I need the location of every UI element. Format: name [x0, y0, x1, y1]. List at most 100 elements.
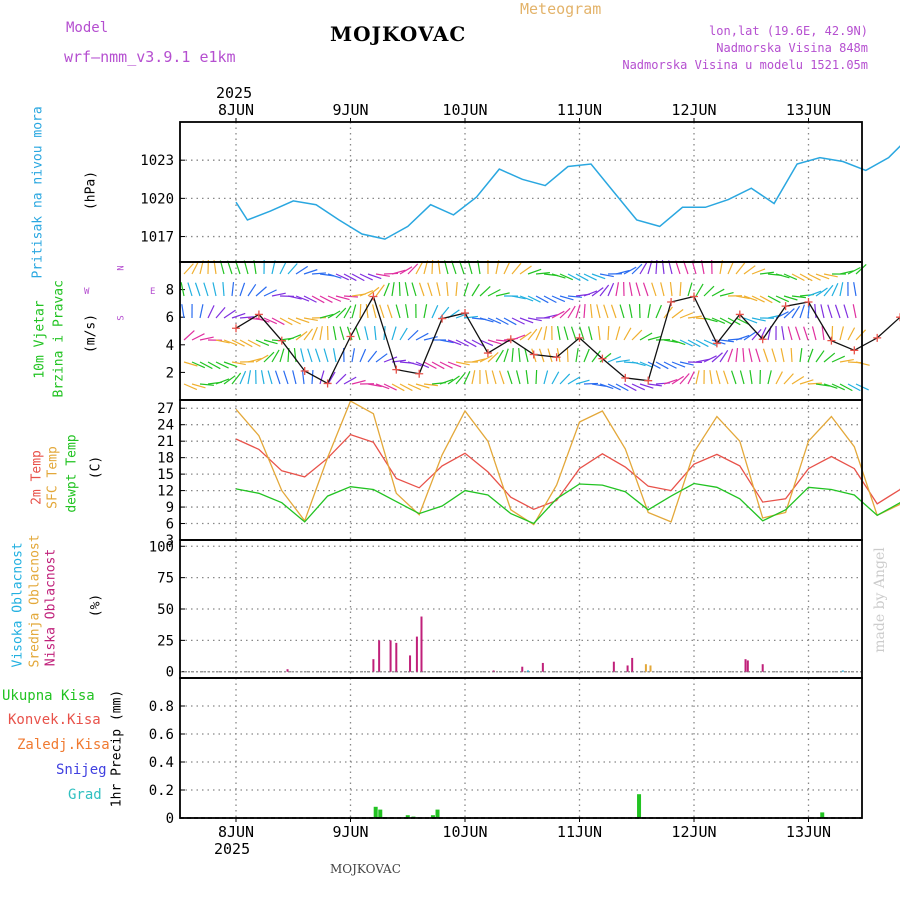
y-tick-label: 75	[157, 571, 174, 587]
wind-gust-marker	[483, 349, 492, 358]
wind-barb	[839, 383, 853, 392]
wind-barb	[727, 260, 735, 275]
wind-barb	[295, 317, 310, 324]
wind-barb	[471, 370, 476, 385]
wind-barb	[351, 348, 356, 363]
wind-barb	[703, 355, 717, 363]
wind-barb	[731, 370, 737, 385]
wind-barb	[212, 282, 217, 297]
wind-barb	[303, 328, 313, 341]
wind-barb	[843, 304, 849, 319]
wind-barb	[671, 309, 684, 319]
total-rain-label: Ukupna Kisa	[2, 688, 95, 704]
wind-barb	[567, 376, 581, 385]
low-cloud-bar	[521, 666, 524, 672]
wind-gust-marker	[598, 354, 607, 363]
wind-barb	[591, 383, 606, 387]
wind-barb	[551, 371, 560, 385]
y-tick-label: 9	[166, 500, 174, 516]
wind-barb	[199, 336, 214, 341]
wind-barb	[671, 375, 685, 385]
wind-barb	[623, 383, 637, 392]
wind-barb	[575, 304, 581, 319]
wind-barb	[427, 282, 433, 297]
wind-barb	[263, 289, 277, 297]
wind-barb	[187, 282, 193, 297]
wind-barb	[367, 350, 378, 363]
wind-barb	[687, 339, 701, 348]
wind-barb	[647, 304, 651, 319]
wind-barb	[775, 273, 790, 279]
wind-barb	[359, 303, 362, 319]
day-label-top: 8JUN	[218, 101, 254, 119]
wind-barb	[279, 261, 287, 275]
wind-barb	[596, 304, 601, 319]
wind-barb	[703, 285, 715, 297]
wind-barb	[398, 281, 401, 297]
wind-barb	[274, 370, 281, 385]
wind-barb	[339, 326, 345, 341]
low-cloud-bar	[492, 670, 495, 672]
wind-barb	[181, 304, 185, 319]
wind-barb	[519, 317, 534, 324]
wind-barb	[807, 348, 814, 363]
footer-station: MOJKOVAC	[330, 862, 401, 876]
low-cloud-bar	[395, 642, 398, 672]
wind-barb	[247, 357, 262, 363]
wind-barb	[583, 273, 597, 281]
y-tick-label: 50	[157, 602, 174, 618]
wind-barb	[610, 304, 617, 319]
wind-barb	[803, 326, 809, 341]
wind-barb	[463, 315, 478, 319]
precip-bar	[430, 815, 435, 818]
wind-barb	[599, 383, 614, 390]
wind-barb	[183, 330, 195, 341]
wind-barb	[498, 370, 505, 385]
wind-gust-marker	[300, 367, 309, 376]
wind-barb	[263, 317, 278, 325]
wind-barb	[543, 326, 548, 341]
panel-frame	[179, 677, 863, 819]
low-cloud-bar	[761, 664, 764, 672]
wind-barb	[359, 289, 374, 297]
wind-barb	[319, 295, 333, 303]
wind-barb	[391, 326, 397, 341]
wind-barb	[351, 273, 365, 282]
wind-barb	[495, 292, 510, 297]
wind-barb	[767, 370, 772, 385]
y-tick-label: 0.2	[149, 783, 174, 799]
wind-barb	[395, 304, 401, 319]
snow-label: Snijeg	[56, 762, 107, 778]
wind-barb	[771, 348, 777, 363]
wind-barb	[839, 282, 844, 297]
wind-barb	[675, 260, 681, 275]
temp-sfc-line	[235, 400, 900, 526]
wind-barb	[583, 290, 598, 297]
wind-gust-marker	[667, 298, 676, 307]
wind-barb	[247, 370, 252, 385]
wind-barb	[755, 348, 761, 363]
low-cloud-bar	[420, 616, 423, 672]
wind-gust-marker	[781, 302, 790, 311]
wind-barb	[823, 383, 838, 389]
wind-gust-marker	[804, 298, 813, 307]
day-label-top: 12JUN	[671, 101, 716, 119]
wind-barb	[807, 290, 822, 297]
wind-barb	[631, 383, 645, 391]
wind-barb	[439, 339, 454, 344]
wind-barb	[260, 370, 265, 385]
wind-barb	[207, 305, 215, 319]
wind-barb	[463, 371, 471, 385]
wind-barb	[687, 282, 693, 297]
wind-barb	[263, 351, 275, 363]
wind-barb	[279, 317, 293, 326]
wind-barb	[375, 353, 388, 363]
wind-barb	[663, 339, 678, 344]
wind-barb	[487, 339, 502, 345]
precip-bar	[378, 809, 383, 818]
wind-barb	[295, 331, 308, 341]
wind-barb	[679, 361, 694, 366]
wind-gust-marker	[827, 336, 836, 345]
wind-barb	[335, 307, 347, 319]
wind-barb	[239, 282, 246, 297]
